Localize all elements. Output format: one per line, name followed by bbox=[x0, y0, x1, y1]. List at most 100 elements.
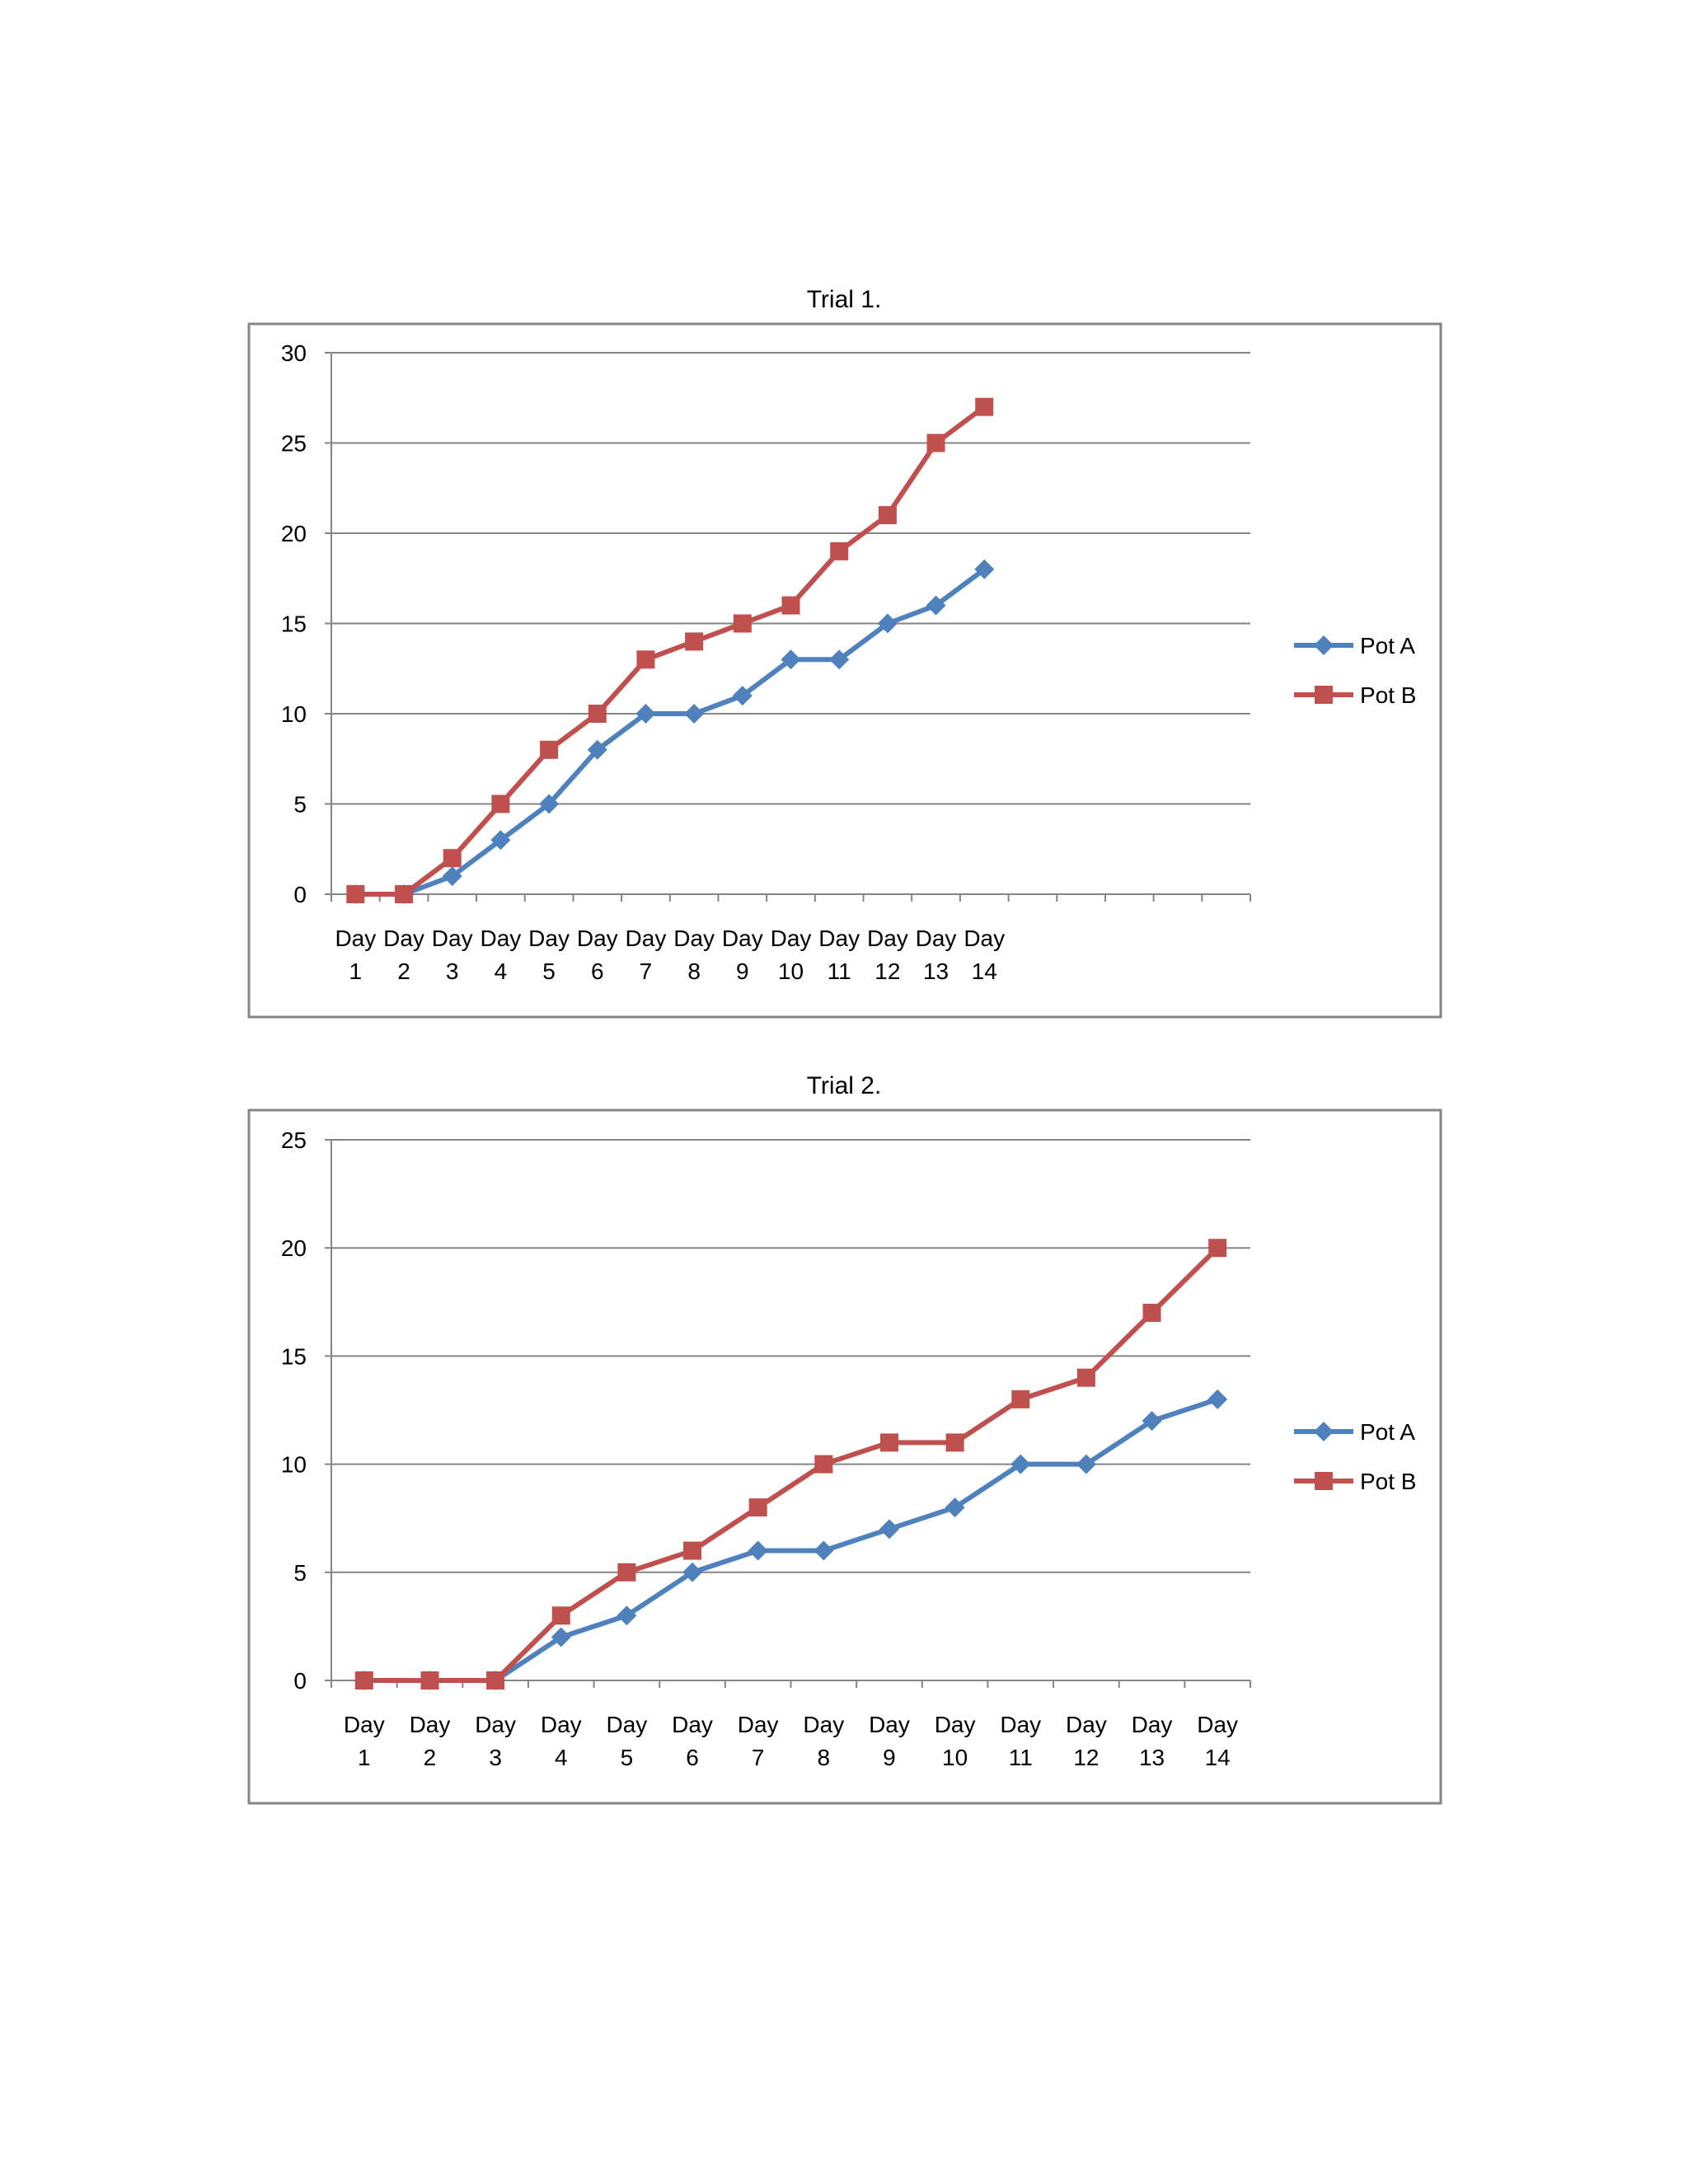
series-group bbox=[354, 1239, 1228, 1690]
x-tick-label: Day 9 bbox=[722, 926, 763, 984]
data-point-pot-a bbox=[490, 830, 511, 851]
data-point-pot-b bbox=[1011, 1390, 1030, 1408]
data-point-pot-a bbox=[814, 1540, 834, 1561]
x-tick-label: Day 12 bbox=[1066, 1712, 1107, 1770]
x-tick-label: Day 14 bbox=[1197, 1712, 1238, 1770]
legend-label: Pot A bbox=[1360, 633, 1415, 658]
data-point-pot-a bbox=[732, 686, 753, 706]
data-point-pot-a bbox=[635, 704, 656, 724]
legend-item-pot-a: Pot A bbox=[1294, 633, 1415, 658]
series-line-pot-a bbox=[363, 1397, 1219, 1683]
x-tick-label: Day 6 bbox=[672, 1712, 713, 1770]
x-tick-label: Day 1 bbox=[335, 926, 376, 984]
y-tick-labels: 0 5 10 15 20 25 30 bbox=[281, 340, 307, 907]
data-point-pot-b bbox=[830, 541, 849, 560]
data-point-pot-b bbox=[420, 1671, 439, 1690]
x-tick-label: Day 10 bbox=[771, 926, 812, 984]
series-line-pot-a bbox=[355, 567, 987, 897]
legend-swatch-marker bbox=[1315, 686, 1333, 704]
legend: Pot A Pot B bbox=[1294, 633, 1416, 708]
data-point-pot-a bbox=[617, 1605, 637, 1626]
data-point-pot-b bbox=[395, 885, 414, 903]
x-tick-label: Day 5 bbox=[528, 926, 570, 984]
y-tick-labels: 0 5 10 15 20 25 bbox=[281, 1127, 307, 1694]
x-tick-label: Day 14 bbox=[964, 926, 1005, 984]
data-point-pot-b bbox=[1142, 1303, 1161, 1322]
x-tick-label: Day 6 bbox=[577, 926, 618, 984]
data-point-pot-b bbox=[588, 705, 607, 723]
x-tick-label: Day 13 bbox=[1132, 1712, 1173, 1770]
axes bbox=[325, 352, 1251, 902]
data-point-pot-b bbox=[748, 1498, 767, 1517]
x-tick-label: Day 5 bbox=[606, 1712, 647, 1770]
data-point-pot-b bbox=[1076, 1368, 1095, 1387]
data-point-pot-a bbox=[1207, 1389, 1228, 1409]
chart-title: Trial 2. bbox=[807, 1072, 882, 1099]
x-tick-label: Day 8 bbox=[803, 1712, 844, 1770]
data-point-pot-b bbox=[491, 794, 510, 813]
data-point-pot-b bbox=[486, 1671, 505, 1690]
data-point-pot-b bbox=[346, 885, 365, 903]
data-point-pot-b bbox=[354, 1671, 373, 1690]
y-tick-label: 10 bbox=[281, 1452, 307, 1478]
legend-item-pot-a: Pot A bbox=[1294, 1419, 1415, 1445]
data-point-pot-b bbox=[945, 1433, 964, 1452]
series-line-pot-b bbox=[363, 1246, 1220, 1683]
legend-swatch-marker bbox=[1314, 1422, 1334, 1441]
data-point-pot-b bbox=[636, 650, 655, 669]
y-gridlines bbox=[331, 352, 1250, 805]
data-point-pot-b bbox=[878, 506, 897, 525]
data-point-pot-b bbox=[781, 596, 800, 615]
x-tick-label: Day 10 bbox=[935, 1712, 976, 1770]
data-point-pot-a bbox=[551, 1627, 571, 1647]
data-point-pot-a bbox=[877, 613, 898, 634]
y-tick-label: 5 bbox=[293, 792, 307, 818]
x-tick-label: Day 9 bbox=[869, 1712, 910, 1770]
x-tick-label: Day 3 bbox=[432, 926, 473, 984]
series-group bbox=[345, 397, 995, 904]
legend-label: Pot B bbox=[1360, 1469, 1416, 1494]
data-point-pot-a bbox=[682, 1562, 703, 1582]
legend-swatch-marker bbox=[1314, 635, 1334, 655]
data-point-pot-a bbox=[926, 595, 946, 616]
legend-item-pot-b: Pot B bbox=[1294, 682, 1416, 708]
x-tick-label: Day 4 bbox=[480, 926, 521, 984]
y-tick-label: 5 bbox=[293, 1560, 307, 1586]
y-tick-label: 15 bbox=[281, 1343, 307, 1369]
data-point-pot-a bbox=[974, 559, 995, 579]
data-point-pot-b bbox=[926, 434, 945, 452]
data-point-pot-b bbox=[617, 1563, 636, 1582]
x-tick-label: Day 8 bbox=[673, 926, 715, 984]
y-tick-label: 25 bbox=[281, 431, 307, 457]
data-point-pot-a bbox=[1142, 1411, 1162, 1432]
data-point-pot-b bbox=[975, 397, 994, 416]
legend-item-pot-b: Pot B bbox=[1294, 1469, 1416, 1494]
x-tick-label: Day 2 bbox=[383, 926, 424, 984]
y-tick-label: 30 bbox=[281, 340, 307, 366]
y-tick-label: 15 bbox=[281, 612, 307, 637]
chart-trial-2: Trial 2. 0 5 10 15 20 25 Day 1 Day 2 Day 3 Day 4 Day 5… bbox=[247, 1072, 1442, 1805]
data-point-pot-b bbox=[683, 1541, 702, 1560]
data-point-pot-a bbox=[829, 649, 850, 670]
data-point-pot-b bbox=[879, 1433, 898, 1452]
y-tick-label: 0 bbox=[293, 1668, 307, 1694]
legend: Pot A Pot B bbox=[1294, 1419, 1416, 1494]
chart-title: Trial 1. bbox=[807, 286, 882, 313]
y-tick-label: 20 bbox=[281, 1235, 307, 1261]
data-point-pot-a bbox=[945, 1497, 965, 1518]
y-tick-label: 25 bbox=[281, 1127, 307, 1153]
x-tick-label: Day 7 bbox=[626, 926, 667, 984]
chart-frame bbox=[247, 322, 1442, 1019]
data-point-pot-b bbox=[540, 740, 559, 759]
data-point-pot-a bbox=[879, 1519, 899, 1540]
x-tick-label: Day 7 bbox=[738, 1712, 779, 1770]
data-point-pot-a bbox=[442, 866, 462, 887]
data-point-pot-a bbox=[587, 739, 607, 760]
x-tick-label: Day 4 bbox=[541, 1712, 582, 1770]
legend-label: Pot A bbox=[1360, 1419, 1415, 1445]
data-point-pot-a bbox=[1010, 1454, 1031, 1474]
data-point-pot-b bbox=[814, 1455, 833, 1474]
